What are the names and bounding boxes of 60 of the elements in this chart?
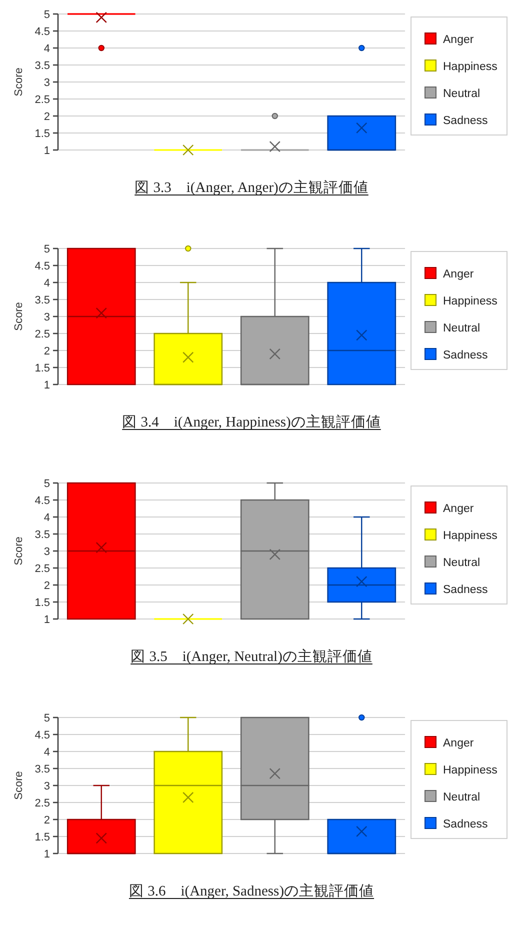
y-tick-label: 4.5 <box>34 260 50 272</box>
y-tick-label: 4 <box>44 746 50 758</box>
text: 図 3.5 i(Anger, Neutral)の主観評価値 <box>130 648 372 665</box>
legend-label: Happiness <box>443 296 498 308</box>
y-tick-label: 2.5 <box>34 798 50 810</box>
y-tick-label: 5 <box>44 478 50 490</box>
y-tick-label: 3.5 <box>34 294 50 306</box>
legend-label: Neutral <box>443 557 480 569</box>
y-tick-label: 2 <box>44 814 50 826</box>
y-tick-label: 4.5 <box>34 495 50 507</box>
legend-label: Anger <box>443 738 474 750</box>
y-axis-title: Score <box>13 302 25 331</box>
y-tick-label: 5 <box>44 9 50 21</box>
legend-label: Neutral <box>443 88 480 100</box>
legend-label: Happiness <box>443 530 498 542</box>
y-tick-label: 3.5 <box>34 60 50 72</box>
legend-label: Anger <box>443 34 474 46</box>
y-axis-title: Score <box>13 771 25 800</box>
text: 図 3.3 i(Anger, Anger)の主観評価値 <box>134 179 368 196</box>
y-axis-title: Score <box>13 68 25 96</box>
y-tick-label: 1 <box>44 380 50 392</box>
y-tick-label: 4 <box>44 512 50 524</box>
y-tick-label: 4.5 <box>34 26 50 38</box>
y-tick-label: 1.5 <box>34 128 50 140</box>
legend-label: Sadness <box>443 818 488 830</box>
y-tick-label: 1 <box>44 145 50 157</box>
legend-label: Happiness <box>443 764 498 776</box>
y-tick-label: 3 <box>44 546 50 558</box>
y-tick-label: 3.5 <box>34 529 50 541</box>
y-tick-label: 5 <box>44 244 50 256</box>
legend-label: Neutral <box>443 792 480 804</box>
y-tick-label: 2 <box>44 111 50 123</box>
y-tick-label: 3 <box>44 77 50 89</box>
y-tick-label: 5 <box>44 712 50 724</box>
legend-label: Happiness <box>443 61 498 73</box>
y-tick-label: 2.5 <box>34 94 50 106</box>
legend-label: Neutral <box>443 322 480 334</box>
y-tick-label: 3.5 <box>34 764 50 776</box>
y-tick-label: 1 <box>44 614 50 626</box>
text: 図 3.6 i(Anger, Sadness)の主観評価値 <box>128 882 374 900</box>
y-tick-label: 3 <box>44 780 50 792</box>
y-tick-label: 3 <box>44 312 50 324</box>
y-tick-label: 1 <box>44 848 50 860</box>
y-tick-label: 1.5 <box>34 362 50 374</box>
y-tick-label: 4.5 <box>34 730 50 742</box>
legend-label: Sadness <box>443 115 488 127</box>
y-tick-label: 2.5 <box>34 563 50 575</box>
y-tick-label: 4 <box>44 43 50 55</box>
legend-label: Sadness <box>443 584 488 596</box>
legend-label: Anger <box>443 503 474 515</box>
y-tick-label: 2 <box>44 580 50 592</box>
y-axis-title: Score <box>13 536 25 566</box>
y-tick-label: 4 <box>44 278 50 290</box>
y-tick-label: 1.5 <box>34 597 50 609</box>
legend-label: Sadness <box>443 350 488 362</box>
y-tick-label: 2.5 <box>34 328 50 340</box>
legend-label: Anger <box>443 268 474 280</box>
text: 図 3.4 i(Anger, Happiness)の主観評価値 <box>122 414 381 430</box>
y-tick-label: 1.5 <box>34 832 50 844</box>
y-tick-label: 2 <box>44 346 50 358</box>
